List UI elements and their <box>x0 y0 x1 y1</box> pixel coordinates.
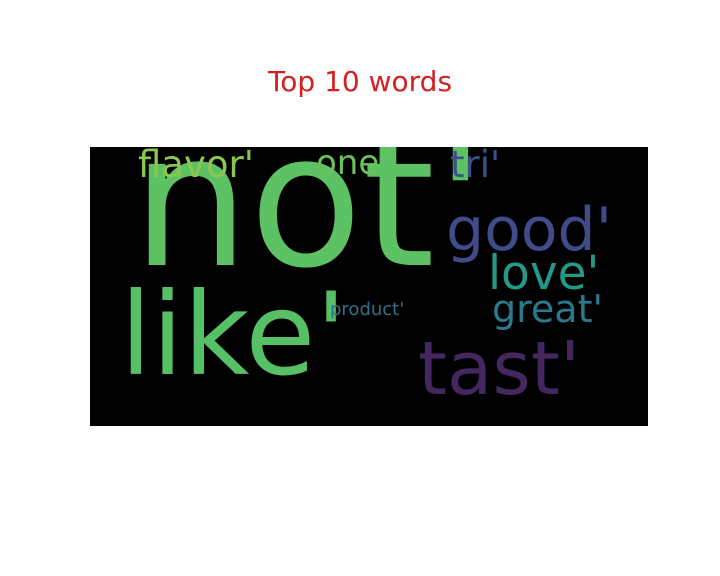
word-like: like' <box>120 268 347 401</box>
word-product: product' <box>330 299 405 320</box>
word-cloud: not' like' tast' good' love' great' flav… <box>90 147 648 426</box>
word-not: not' <box>132 147 486 309</box>
word-tri: tri' <box>450 147 501 186</box>
word-tast: tast' <box>418 326 581 412</box>
chart-title: Top 10 words <box>267 65 453 98</box>
word-love: love' <box>488 246 600 301</box>
word-flavor: flavor' <box>138 147 254 186</box>
word-good: good' <box>446 195 613 265</box>
word-one: one' <box>316 147 389 183</box>
word-great: great' <box>492 287 603 331</box>
